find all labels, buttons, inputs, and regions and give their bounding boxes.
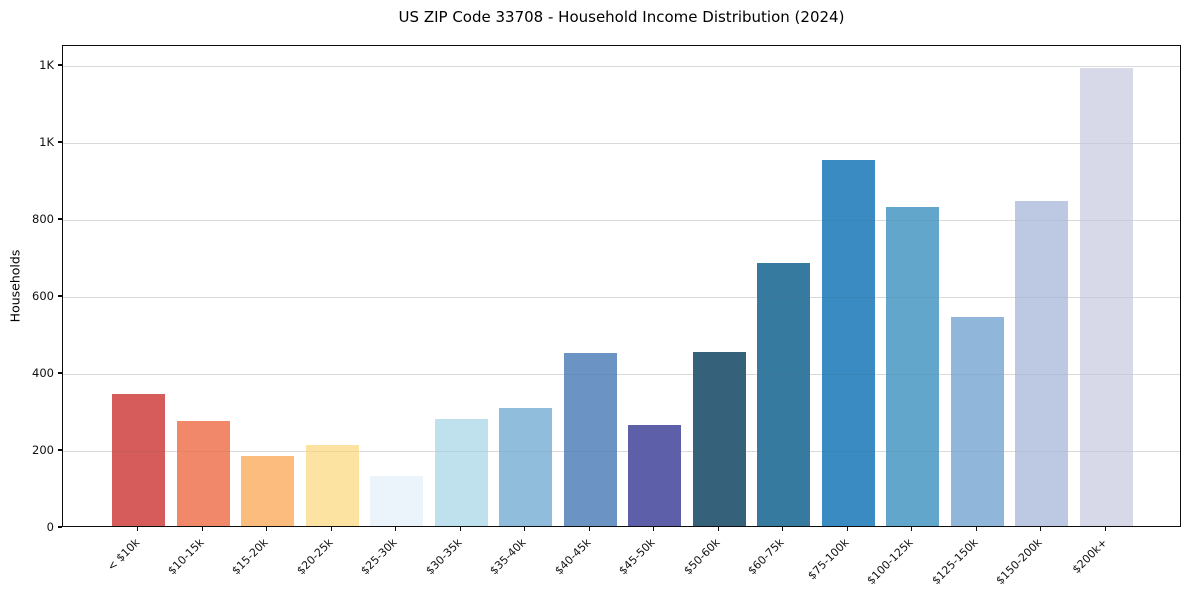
gridline — [63, 219, 1180, 221]
x-tick-mark — [201, 527, 203, 531]
x-tick-mark — [524, 527, 526, 531]
x-tick-label: $20-25k — [294, 536, 336, 578]
gridline — [63, 296, 1180, 298]
x-tick-mark — [137, 527, 139, 531]
y-tick-mark — [58, 295, 62, 297]
x-tick-mark — [1104, 527, 1106, 531]
y-tick-label: 600 — [32, 289, 54, 303]
y-tick-mark — [58, 218, 62, 220]
x-tick-label: $40-45k — [552, 536, 594, 578]
y-tick-label: 800 — [32, 212, 54, 226]
x-tick-label: $50-60k — [681, 536, 723, 578]
bar-$100-125k — [886, 207, 940, 526]
y-tick-mark — [58, 64, 62, 66]
x-tick-label: $125-150k — [929, 536, 981, 588]
bar-$200k+ — [1079, 67, 1133, 526]
x-tick-label: $45-50k — [616, 536, 658, 578]
gridline — [63, 142, 1180, 144]
x-tick-label: $30-35k — [423, 536, 465, 578]
y-tick-label: 0 — [46, 520, 54, 534]
x-tick-label: $60-75k — [745, 536, 787, 578]
gridline-overlay — [63, 296, 1180, 298]
y-tick-label: 400 — [32, 366, 54, 380]
bar-$35-40k — [499, 407, 553, 526]
y-tick-label: 1K — [39, 58, 54, 73]
x-tick-label: < $10k — [104, 536, 142, 574]
x-tick-label: $15-20k — [229, 536, 271, 578]
gridline-overlay — [63, 450, 1180, 452]
bar-$10-15k — [176, 420, 230, 526]
bar-$150-200k — [1015, 200, 1069, 526]
bar-$30-35k — [434, 418, 488, 526]
y-tick-label: 200 — [32, 443, 54, 457]
x-tick-mark — [975, 527, 977, 531]
bar-$15-20k — [241, 455, 295, 526]
x-tick-mark — [782, 527, 784, 531]
bar-$40-45k — [563, 353, 617, 526]
x-tick-mark — [653, 527, 655, 531]
x-tick-mark — [330, 527, 332, 531]
y-tick-mark — [58, 372, 62, 374]
y-axis-label: Households — [7, 249, 23, 323]
y-tick-mark — [58, 449, 62, 451]
x-tick-label: $75-100k — [805, 536, 852, 583]
bar-$125-150k — [950, 316, 1004, 526]
x-tick-label: $150-200k — [993, 536, 1045, 588]
plot-area — [62, 45, 1181, 527]
bar-$25-30k — [370, 475, 424, 526]
bar-$20-25k — [305, 445, 359, 526]
chart-title: US ZIP Code 33708 - Household Income Dis… — [398, 8, 845, 26]
gridline — [63, 65, 1180, 67]
gridline — [63, 373, 1180, 375]
x-tick-mark — [911, 527, 913, 531]
x-tick-mark — [588, 527, 590, 531]
x-tick-mark — [459, 527, 461, 531]
x-tick-label: $100-125k — [864, 536, 916, 588]
bar-$75-100k — [821, 160, 875, 526]
x-tick-label: $10-15k — [165, 536, 207, 578]
y-tick-mark — [58, 141, 62, 143]
gridline-overlay — [63, 65, 1180, 67]
x-tick-mark — [395, 527, 397, 531]
bar-< $10k — [112, 393, 166, 526]
x-tick-label: $200k+ — [1069, 536, 1110, 577]
x-tick-label: $25-30k — [358, 536, 400, 578]
y-tick-label: 1K — [39, 135, 54, 150]
y-tick-mark — [58, 526, 62, 528]
bar-$60-75k — [757, 263, 811, 526]
bar-$45-50k — [628, 425, 682, 526]
gridline — [63, 450, 1180, 452]
gridline-overlay — [63, 373, 1180, 375]
x-tick-mark — [717, 527, 719, 531]
x-tick-mark — [1040, 527, 1042, 531]
gridline-overlay — [63, 219, 1180, 221]
bar-$50-60k — [692, 352, 746, 526]
x-tick-mark — [846, 527, 848, 531]
x-tick-mark — [266, 527, 268, 531]
x-tick-label: $35-40k — [487, 536, 529, 578]
gridline-overlay — [63, 142, 1180, 144]
